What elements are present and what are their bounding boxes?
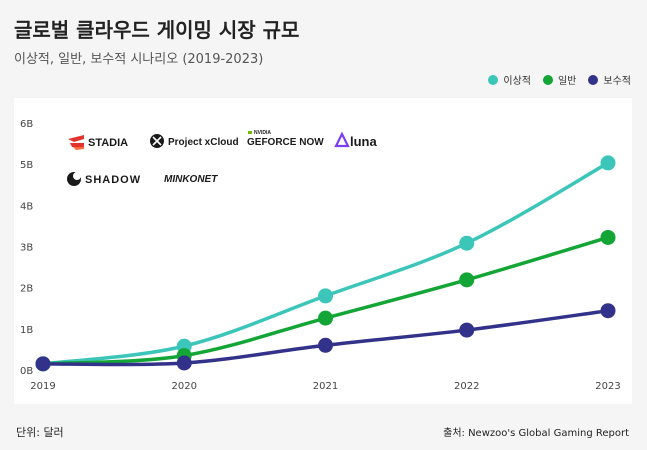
xcloud-logo: Project xCloud: [150, 134, 239, 148]
stadia-logo: STADIA: [68, 135, 128, 150]
legend-swatch-ideal: [488, 74, 499, 85]
geforce-now-logo: NVIDIA GEFORCE NOW: [247, 130, 324, 148]
data-point-1-3: [459, 272, 475, 288]
data-point-2-3: [459, 322, 475, 338]
chart-panel: [14, 98, 632, 404]
legend-swatch-conservative: [588, 74, 599, 85]
y-tick-label: 6B: [20, 119, 33, 130]
data-point-0-3: [459, 235, 475, 251]
data-point-2-1: [176, 355, 192, 371]
x-tick-label: 2022: [454, 381, 479, 392]
legend-item-normal: 일반: [542, 72, 577, 87]
y-tick-label: 0B: [20, 366, 33, 377]
luna-logo: luna: [334, 131, 377, 149]
legend-label-normal: 일반: [557, 76, 577, 87]
luna-text: luna: [350, 134, 377, 149]
y-axis-ticks: 0B 1B 2B 3B 4B 5B 6B: [20, 119, 33, 377]
minkonet-text: MINKONET: [164, 174, 218, 185]
y-tick-label: 3B: [20, 243, 33, 254]
legend-label-ideal: 이상적: [503, 76, 531, 87]
source-note: 출처: Newzoo's Global Gaming Report: [443, 428, 629, 439]
nvidia-text: NVIDIA: [254, 130, 271, 136]
x-tick-label: 2020: [172, 381, 197, 392]
data-point-2-0: [35, 356, 51, 372]
stadia-text: STADIA: [88, 137, 128, 149]
legend: 이상적 일반 보수적: [488, 72, 631, 87]
data-point-1-2: [318, 310, 333, 326]
series-lines: [42, 161, 609, 367]
x-axis-ticks: 2019 2020 2021 2022 2023: [30, 381, 620, 392]
x-tick-label: 2021: [313, 381, 338, 392]
y-tick-label: 4B: [20, 201, 33, 212]
data-point-2-2: [318, 337, 333, 353]
x-tick-label: 2019: [30, 381, 55, 392]
legend-label-conservative: 보수적: [603, 76, 631, 87]
unit-note: 단위: 달러: [16, 426, 64, 439]
geforce-text: GEFORCE NOW: [247, 137, 324, 148]
data-point-0-2: [318, 288, 333, 304]
luna-icon: [334, 131, 350, 148]
x-tick-label: 2023: [595, 381, 620, 392]
data-point-1-4: [600, 229, 616, 245]
legend-swatch-normal: [542, 74, 553, 85]
y-tick-label: 5B: [20, 160, 33, 171]
data-point-2-4: [600, 303, 616, 319]
y-tick-label: 1B: [20, 325, 33, 336]
legend-item-conservative: 보수적: [588, 72, 631, 87]
minkonet-logo: MINKONET: [164, 174, 218, 185]
chart-title: 글로벌 클라우드 게이밍 시장 규모: [14, 18, 300, 42]
xcloud-text: Project xCloud: [168, 137, 239, 148]
chart-subtitle: 이상적, 일반, 보수적 시나리오 (2019-2023): [14, 52, 264, 67]
series-points: [35, 155, 616, 372]
data-point-0-4: [600, 155, 616, 171]
y-tick-label: 2B: [20, 284, 33, 295]
legend-item-ideal: 이상적: [488, 72, 531, 87]
logo-area: STADIA Project xCloud NVIDIA GEFORCE NOW…: [67, 130, 377, 186]
shadow-logo: SHADOW: [67, 172, 141, 186]
shadow-text: SHADOW: [85, 174, 141, 186]
